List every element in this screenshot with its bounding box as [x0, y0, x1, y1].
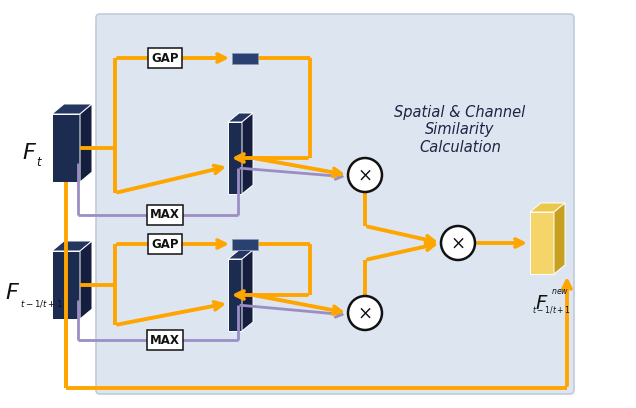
- Text: ×: ×: [357, 305, 373, 323]
- Circle shape: [348, 158, 382, 192]
- Text: $F$: $F$: [536, 294, 549, 313]
- Polygon shape: [52, 241, 92, 251]
- FancyBboxPatch shape: [232, 53, 258, 64]
- Polygon shape: [52, 104, 92, 114]
- Polygon shape: [242, 250, 253, 331]
- FancyBboxPatch shape: [232, 239, 258, 250]
- Polygon shape: [80, 241, 92, 319]
- Text: GAP: GAP: [151, 237, 179, 251]
- Text: Spatial & Channel
Similarity
Calculation: Spatial & Channel Similarity Calculation: [394, 105, 525, 155]
- Text: $_t$: $_t$: [36, 151, 43, 169]
- Polygon shape: [80, 104, 92, 182]
- Text: GAP: GAP: [151, 51, 179, 64]
- Text: MAX: MAX: [150, 333, 180, 346]
- Text: MAX: MAX: [150, 208, 180, 222]
- Text: $F$: $F$: [5, 283, 20, 303]
- Polygon shape: [554, 203, 565, 274]
- Text: $F$: $F$: [22, 143, 37, 163]
- Polygon shape: [228, 250, 253, 259]
- Circle shape: [348, 296, 382, 330]
- Text: ×: ×: [357, 167, 373, 185]
- Text: ×: ×: [450, 235, 466, 253]
- Polygon shape: [228, 122, 242, 194]
- Text: $^{new}$: $^{new}$: [551, 287, 569, 297]
- Circle shape: [441, 226, 475, 260]
- Polygon shape: [530, 212, 554, 274]
- Polygon shape: [52, 251, 80, 319]
- Polygon shape: [242, 113, 253, 194]
- Polygon shape: [228, 113, 253, 122]
- FancyBboxPatch shape: [96, 14, 574, 394]
- Polygon shape: [52, 114, 80, 182]
- Text: $_{t-1/t+1}$: $_{t-1/t+1}$: [20, 297, 64, 310]
- Text: $_{t-1/t+1}$: $_{t-1/t+1}$: [532, 304, 572, 317]
- Polygon shape: [530, 203, 565, 212]
- Polygon shape: [228, 259, 242, 331]
